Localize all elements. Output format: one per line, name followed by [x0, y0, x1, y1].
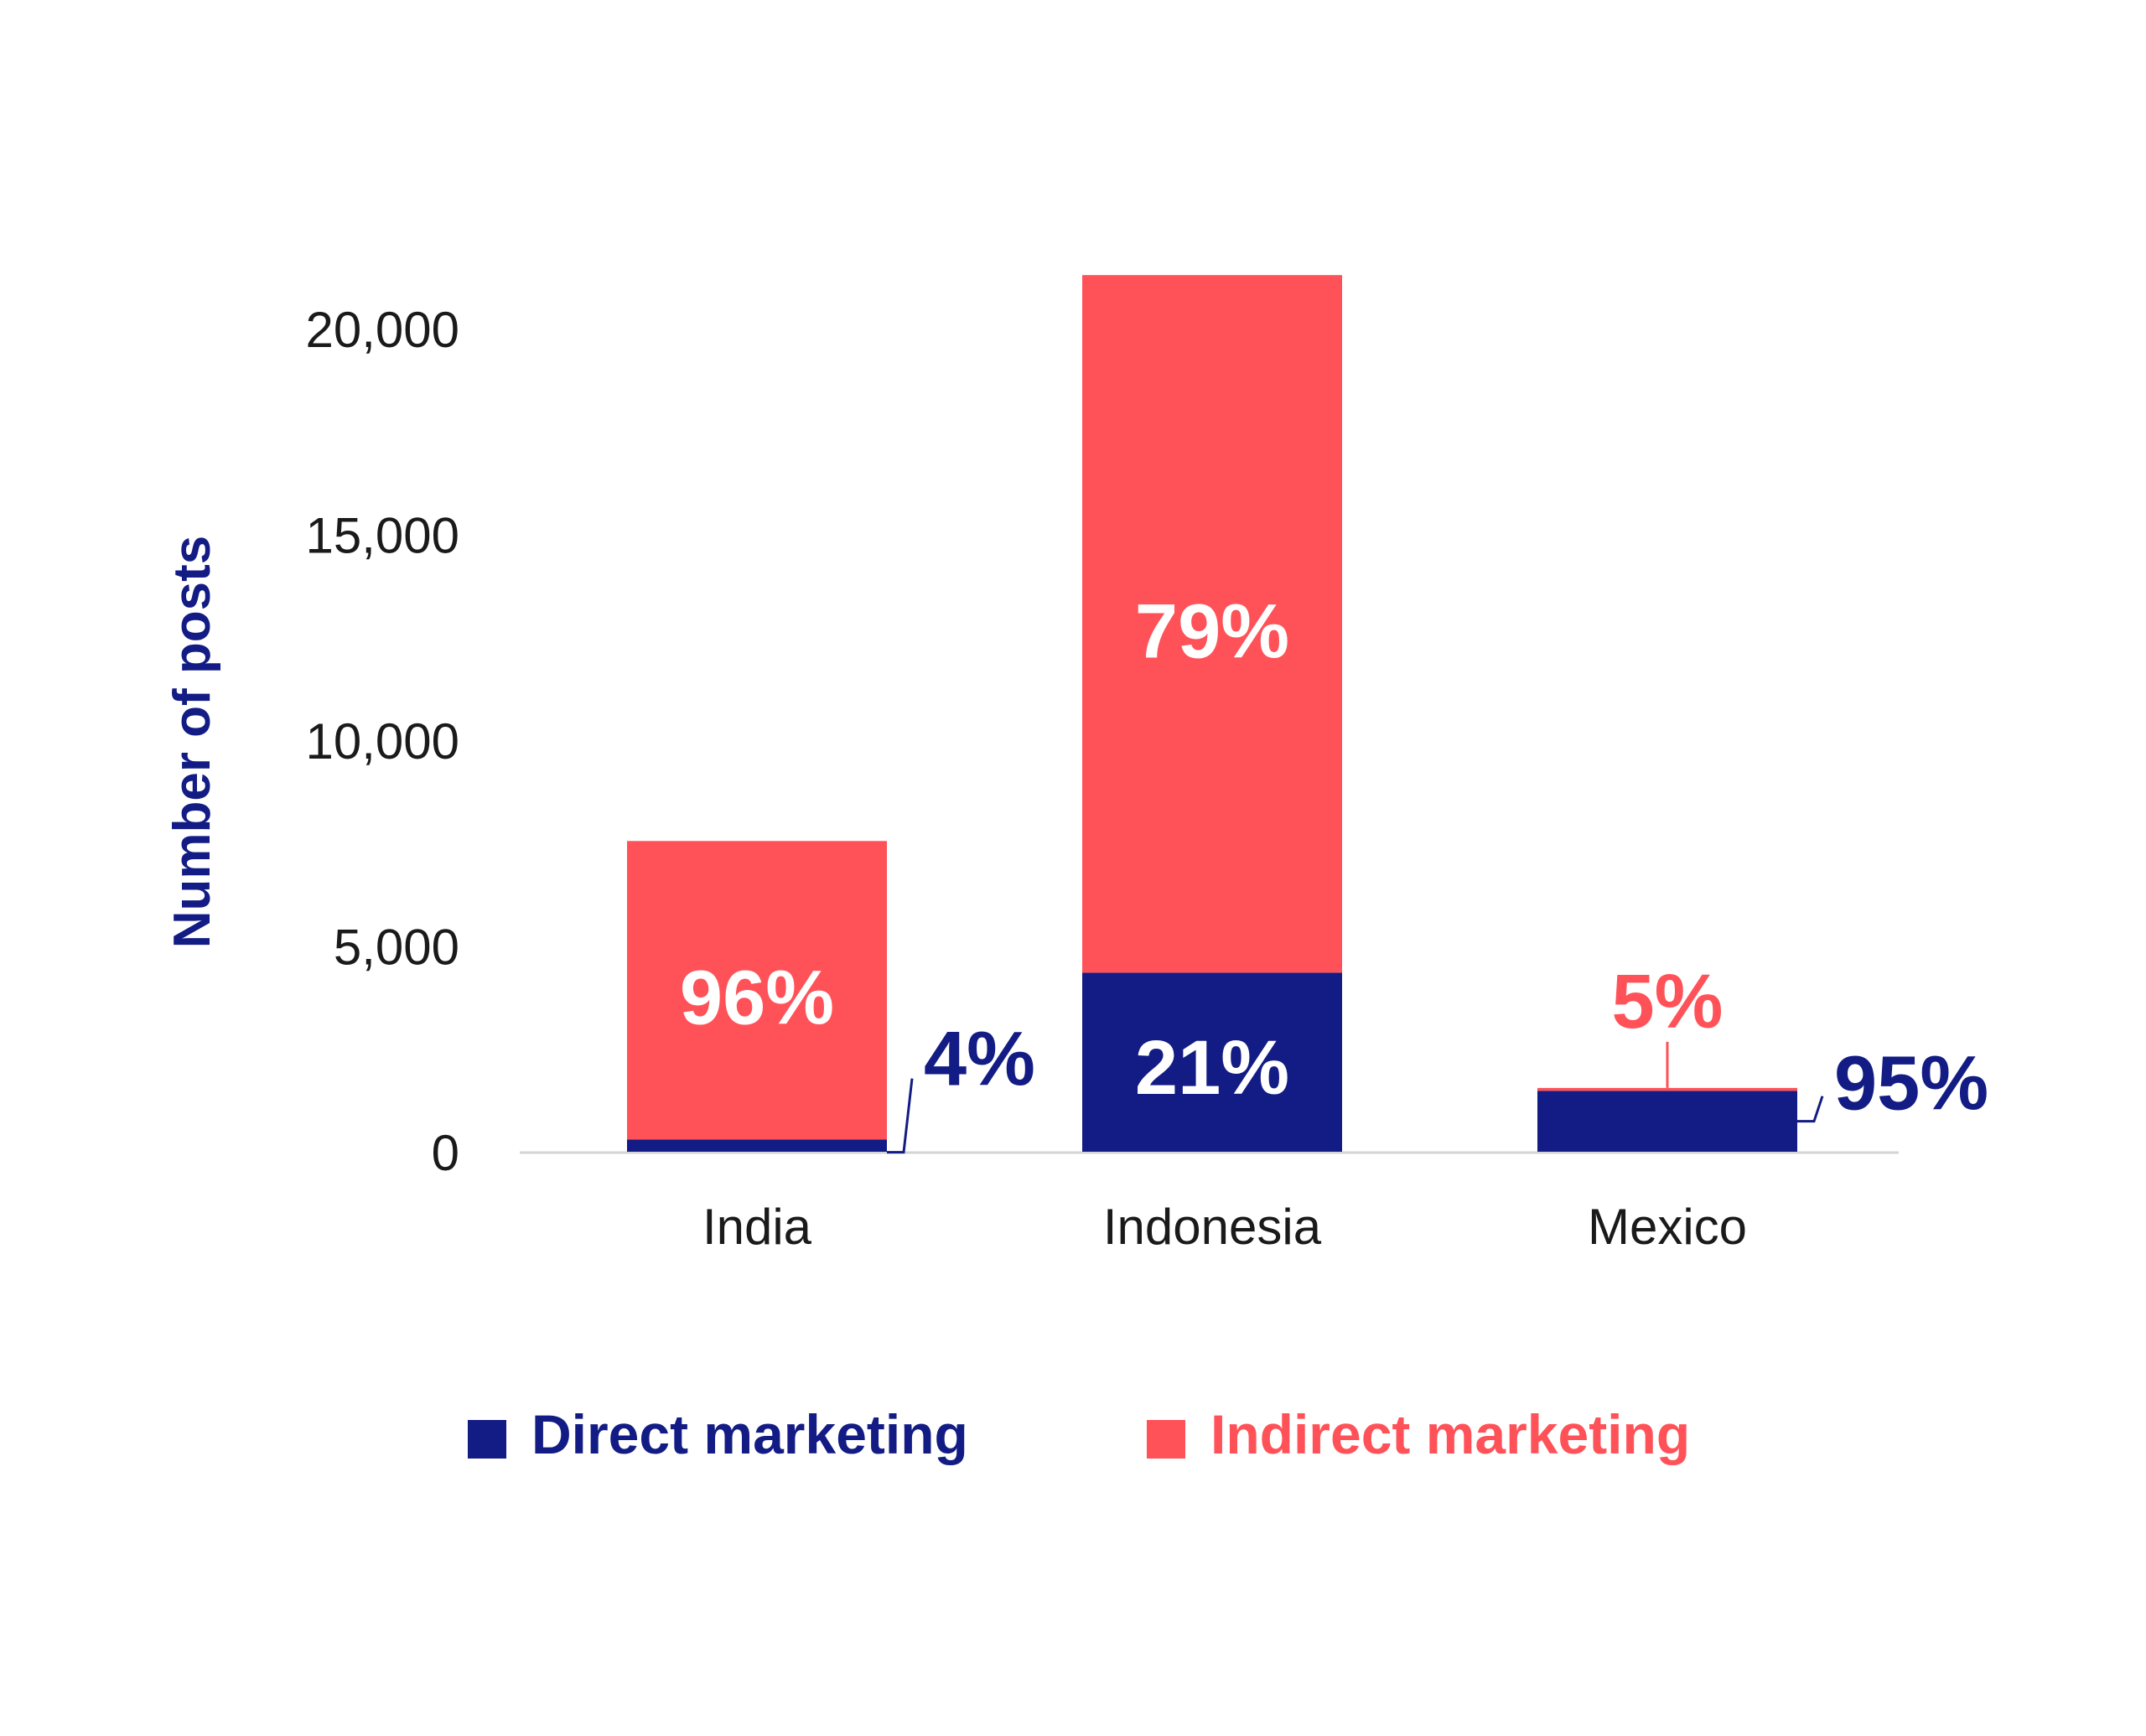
data-label-indirect-indonesia: 79% [1135, 588, 1289, 674]
bar-indirect-marketing-mexico [1537, 1087, 1797, 1091]
y-tick-label: 0 [432, 1125, 459, 1181]
x-tick-label: Mexico [1588, 1199, 1747, 1255]
data-label-direct-mexico: 95% [1834, 1041, 1988, 1127]
data-label-indirect-mexico: 5% [1612, 959, 1724, 1044]
legend-swatch-direct-marketing [468, 1420, 506, 1459]
data-label-direct-india: 4% [924, 1017, 1035, 1102]
y-tick-label: 20,000 [305, 302, 459, 358]
leader-line-direct-india [887, 1078, 914, 1154]
leader-line-direct-mexico [1797, 1096, 1824, 1123]
bar-indirect-marketing-indonesia [1082, 275, 1342, 973]
y-axis-label: Number of posts [163, 536, 221, 949]
x-tick-label: Indonesia [1103, 1199, 1322, 1255]
legend-label-indirect-marketing: Indirect marketing [1210, 1403, 1690, 1465]
bar-direct-marketing-mexico [1537, 1091, 1797, 1152]
legend-swatch-indirect-marketing [1147, 1420, 1185, 1459]
bar-direct-marketing-indonesia [1082, 972, 1342, 1152]
y-tick-label: 10,000 [305, 713, 459, 770]
data-label-direct-indonesia: 21% [1135, 1025, 1289, 1111]
y-tick-label: 5,000 [334, 920, 459, 976]
x-tick-label: India [702, 1199, 812, 1255]
bar-direct-marketing-india [627, 1139, 887, 1152]
bar-indirect-marketing-india [627, 841, 887, 1140]
y-tick-label: 15,000 [305, 508, 459, 564]
legend-label-direct-marketing: Direct marketing [531, 1403, 968, 1465]
data-label-indirect-india: 96% [680, 955, 834, 1040]
